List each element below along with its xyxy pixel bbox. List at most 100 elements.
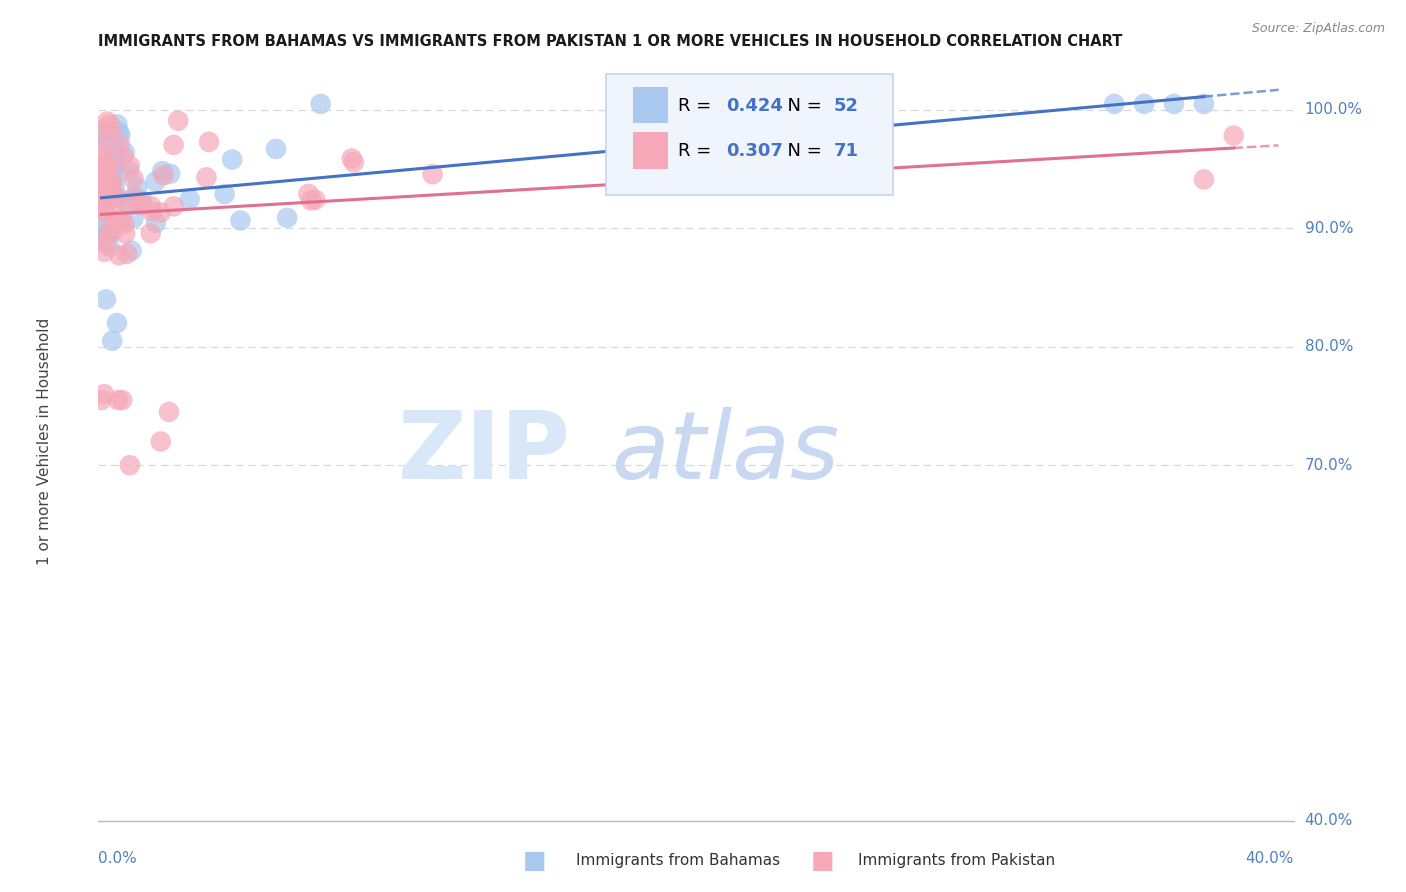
Point bbox=[90, 178, 112, 192]
Text: 0.0%: 0.0% bbox=[98, 851, 138, 866]
Point bbox=[90, 171, 112, 186]
Point bbox=[101, 183, 124, 197]
Point bbox=[96, 114, 118, 128]
Point bbox=[101, 153, 124, 168]
Point bbox=[297, 186, 319, 201]
Text: 70.0%: 70.0% bbox=[1305, 458, 1353, 473]
Point bbox=[93, 194, 115, 208]
Point bbox=[131, 198, 153, 212]
Point bbox=[90, 231, 112, 245]
Point bbox=[198, 135, 221, 149]
Text: 40.0%: 40.0% bbox=[1305, 814, 1353, 828]
Point bbox=[90, 142, 112, 156]
Point bbox=[94, 293, 117, 307]
Point bbox=[93, 387, 115, 401]
Point bbox=[103, 206, 125, 220]
Point bbox=[179, 192, 201, 206]
Point bbox=[309, 96, 332, 111]
FancyBboxPatch shape bbox=[633, 87, 668, 123]
Point bbox=[111, 393, 134, 408]
Point bbox=[124, 190, 146, 204]
Point bbox=[96, 136, 118, 150]
Point bbox=[103, 190, 125, 204]
Point bbox=[98, 163, 121, 178]
Text: N =: N = bbox=[776, 142, 828, 161]
Point bbox=[221, 153, 243, 167]
Point bbox=[121, 244, 143, 258]
Point bbox=[145, 174, 167, 188]
Point bbox=[110, 128, 132, 143]
Point bbox=[107, 118, 129, 132]
FancyBboxPatch shape bbox=[633, 132, 668, 169]
Text: 90.0%: 90.0% bbox=[1305, 221, 1353, 235]
Point bbox=[96, 187, 118, 202]
Point bbox=[98, 118, 121, 132]
Point bbox=[152, 168, 174, 182]
Point bbox=[195, 170, 218, 185]
Point bbox=[97, 158, 120, 172]
Point bbox=[93, 204, 115, 219]
Point bbox=[118, 197, 141, 211]
Text: R =: R = bbox=[678, 142, 717, 161]
Point bbox=[96, 158, 118, 172]
Point bbox=[90, 124, 112, 138]
Point bbox=[96, 186, 118, 200]
Point bbox=[90, 169, 112, 184]
Point bbox=[229, 213, 252, 227]
Point bbox=[276, 211, 298, 225]
Point bbox=[90, 187, 112, 202]
Text: 0.424: 0.424 bbox=[725, 96, 783, 115]
Text: N =: N = bbox=[776, 96, 828, 115]
Point bbox=[1104, 96, 1126, 111]
Point bbox=[159, 167, 181, 181]
Text: R =: R = bbox=[678, 96, 717, 115]
Text: Immigrants from Pakistan: Immigrants from Pakistan bbox=[858, 854, 1054, 868]
Point bbox=[114, 145, 136, 160]
Point bbox=[167, 113, 190, 128]
Point bbox=[112, 149, 135, 163]
Point bbox=[157, 405, 180, 419]
Point bbox=[94, 235, 117, 250]
Point bbox=[90, 129, 112, 144]
Point bbox=[343, 155, 366, 169]
Point bbox=[107, 190, 129, 204]
Point bbox=[94, 188, 117, 202]
Text: 100.0%: 100.0% bbox=[1305, 103, 1362, 118]
Point bbox=[91, 199, 114, 213]
Text: IMMIGRANTS FROM BAHAMAS VS IMMIGRANTS FROM PAKISTAN 1 OR MORE VEHICLES IN HOUSEH: IMMIGRANTS FROM BAHAMAS VS IMMIGRANTS FR… bbox=[98, 34, 1123, 49]
Point bbox=[103, 162, 125, 177]
Text: ■: ■ bbox=[523, 849, 546, 872]
Point bbox=[90, 225, 112, 239]
Point bbox=[108, 248, 131, 262]
FancyBboxPatch shape bbox=[606, 74, 893, 195]
Point bbox=[1192, 172, 1215, 186]
Point bbox=[96, 168, 118, 182]
Point bbox=[422, 167, 444, 181]
Point bbox=[124, 189, 146, 203]
Point bbox=[145, 216, 167, 230]
Point bbox=[114, 195, 136, 210]
Point bbox=[93, 149, 115, 163]
Point bbox=[97, 226, 120, 240]
Text: 52: 52 bbox=[834, 96, 859, 115]
Point bbox=[1223, 128, 1246, 143]
Point bbox=[101, 174, 124, 188]
Text: ■: ■ bbox=[811, 849, 834, 872]
Text: Immigrants from Bahamas: Immigrants from Bahamas bbox=[576, 854, 780, 868]
Point bbox=[90, 222, 112, 236]
Point bbox=[107, 393, 129, 408]
Point bbox=[110, 211, 132, 226]
Text: 1 or more Vehicles in Household: 1 or more Vehicles in Household bbox=[37, 318, 52, 566]
Point bbox=[139, 199, 162, 213]
Point bbox=[93, 204, 115, 219]
Point bbox=[90, 196, 112, 211]
Point bbox=[122, 211, 145, 226]
Point bbox=[122, 171, 145, 186]
Point bbox=[107, 125, 129, 139]
Point bbox=[114, 227, 136, 241]
Point bbox=[163, 137, 186, 152]
Point bbox=[152, 164, 174, 178]
Point bbox=[90, 393, 112, 408]
Point bbox=[105, 190, 128, 204]
Point bbox=[139, 226, 162, 240]
